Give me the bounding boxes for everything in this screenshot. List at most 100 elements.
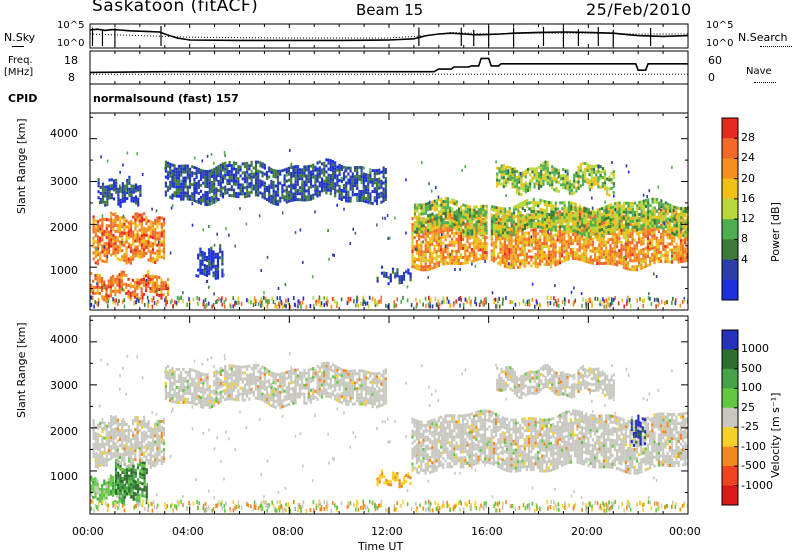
power-cell — [90, 271, 93, 275]
power-cell — [446, 206, 450, 210]
power-cell — [660, 199, 663, 203]
power-cell — [558, 258, 561, 262]
power-cell — [125, 285, 128, 289]
power-cell — [666, 242, 669, 246]
power-cell — [580, 252, 583, 256]
power-cell — [629, 219, 632, 223]
power-cell — [631, 216, 634, 220]
power-cell — [591, 240, 594, 244]
power-cell — [114, 244, 117, 248]
power-cell — [497, 261, 500, 265]
power-cell — [556, 216, 560, 220]
power-cell — [635, 232, 638, 236]
nave-tick-low: 0 — [708, 71, 715, 84]
power-cell — [522, 170, 525, 174]
power-cell — [524, 181, 527, 185]
power-cell — [160, 293, 163, 297]
power-cell — [201, 268, 204, 272]
power-cell — [212, 265, 215, 269]
power-cell — [556, 250, 559, 254]
power-cell — [534, 232, 537, 235]
power-cell — [558, 210, 561, 214]
power-cell — [298, 174, 302, 178]
power-cell — [482, 213, 485, 217]
power-cell — [524, 187, 527, 191]
power-cell — [160, 234, 163, 238]
power-cell — [608, 303, 611, 308]
power-cell — [149, 220, 152, 224]
power-cell — [653, 224, 656, 228]
power-cell — [584, 179, 587, 183]
power-cell — [92, 257, 95, 261]
power-cell — [101, 247, 104, 251]
power-cell — [590, 173, 593, 177]
power-cell — [481, 248, 484, 251]
power-cell — [316, 176, 319, 180]
power-cell — [614, 229, 617, 233]
power-cell — [556, 211, 559, 215]
power-cell — [666, 217, 670, 221]
power-cell — [134, 280, 137, 284]
power-cell — [294, 198, 297, 202]
power-cell — [592, 182, 596, 186]
nsearch-legend-dots — [760, 46, 792, 47]
power-cell — [581, 161, 585, 165]
power-cell — [210, 258, 213, 262]
power-cell — [270, 179, 273, 183]
power-cell — [106, 185, 109, 189]
power-cell — [518, 186, 521, 190]
power-cell — [107, 218, 111, 222]
power-cell — [446, 212, 450, 216]
power-cell — [210, 195, 214, 199]
power-cell — [574, 208, 577, 212]
power-cell — [226, 170, 229, 174]
power-cell — [455, 221, 458, 225]
power-cell — [426, 247, 429, 250]
power-cell — [479, 208, 483, 211]
power-cell — [618, 201, 621, 205]
power-cell — [625, 213, 628, 217]
power-cell — [281, 187, 284, 191]
power-cell — [334, 191, 337, 195]
power-cell — [570, 210, 573, 214]
power-cell — [216, 267, 220, 271]
power-cell — [462, 221, 465, 225]
power-cell — [331, 172, 335, 176]
power-cell — [309, 179, 313, 183]
power-cell — [169, 171, 172, 175]
noise-panel — [89, 26, 689, 46]
power-cell — [642, 214, 645, 218]
power-cell — [601, 170, 604, 173]
power-cell — [151, 236, 155, 240]
power-cell — [418, 230, 421, 234]
power-cell — [550, 219, 553, 223]
power-cell — [334, 185, 337, 189]
power-cell — [546, 295, 549, 300]
power-cell — [511, 173, 514, 177]
power-cell — [490, 229, 494, 233]
power-cell — [544, 169, 547, 173]
power-cell — [413, 206, 417, 210]
power-cell — [309, 185, 313, 189]
power-cell — [259, 170, 262, 174]
power-cell — [565, 210, 568, 214]
power-cell — [603, 172, 607, 176]
power-cell — [346, 300, 349, 305]
power-cell — [349, 199, 352, 203]
power-cell — [422, 203, 425, 207]
power-cell — [646, 236, 649, 240]
power-cell — [657, 251, 660, 255]
power-cell — [495, 242, 498, 246]
power-cell — [101, 226, 104, 230]
power-cell — [431, 227, 434, 231]
power-cell — [318, 184, 321, 188]
power-cell — [528, 219, 531, 223]
power-cell — [631, 213, 634, 217]
power-cell — [418, 246, 421, 250]
power-cell — [177, 191, 181, 195]
power-cell — [437, 240, 440, 243]
power-cell — [429, 243, 432, 247]
power-cell — [241, 186, 244, 190]
power-cell — [561, 236, 564, 240]
power-cell — [261, 165, 264, 169]
